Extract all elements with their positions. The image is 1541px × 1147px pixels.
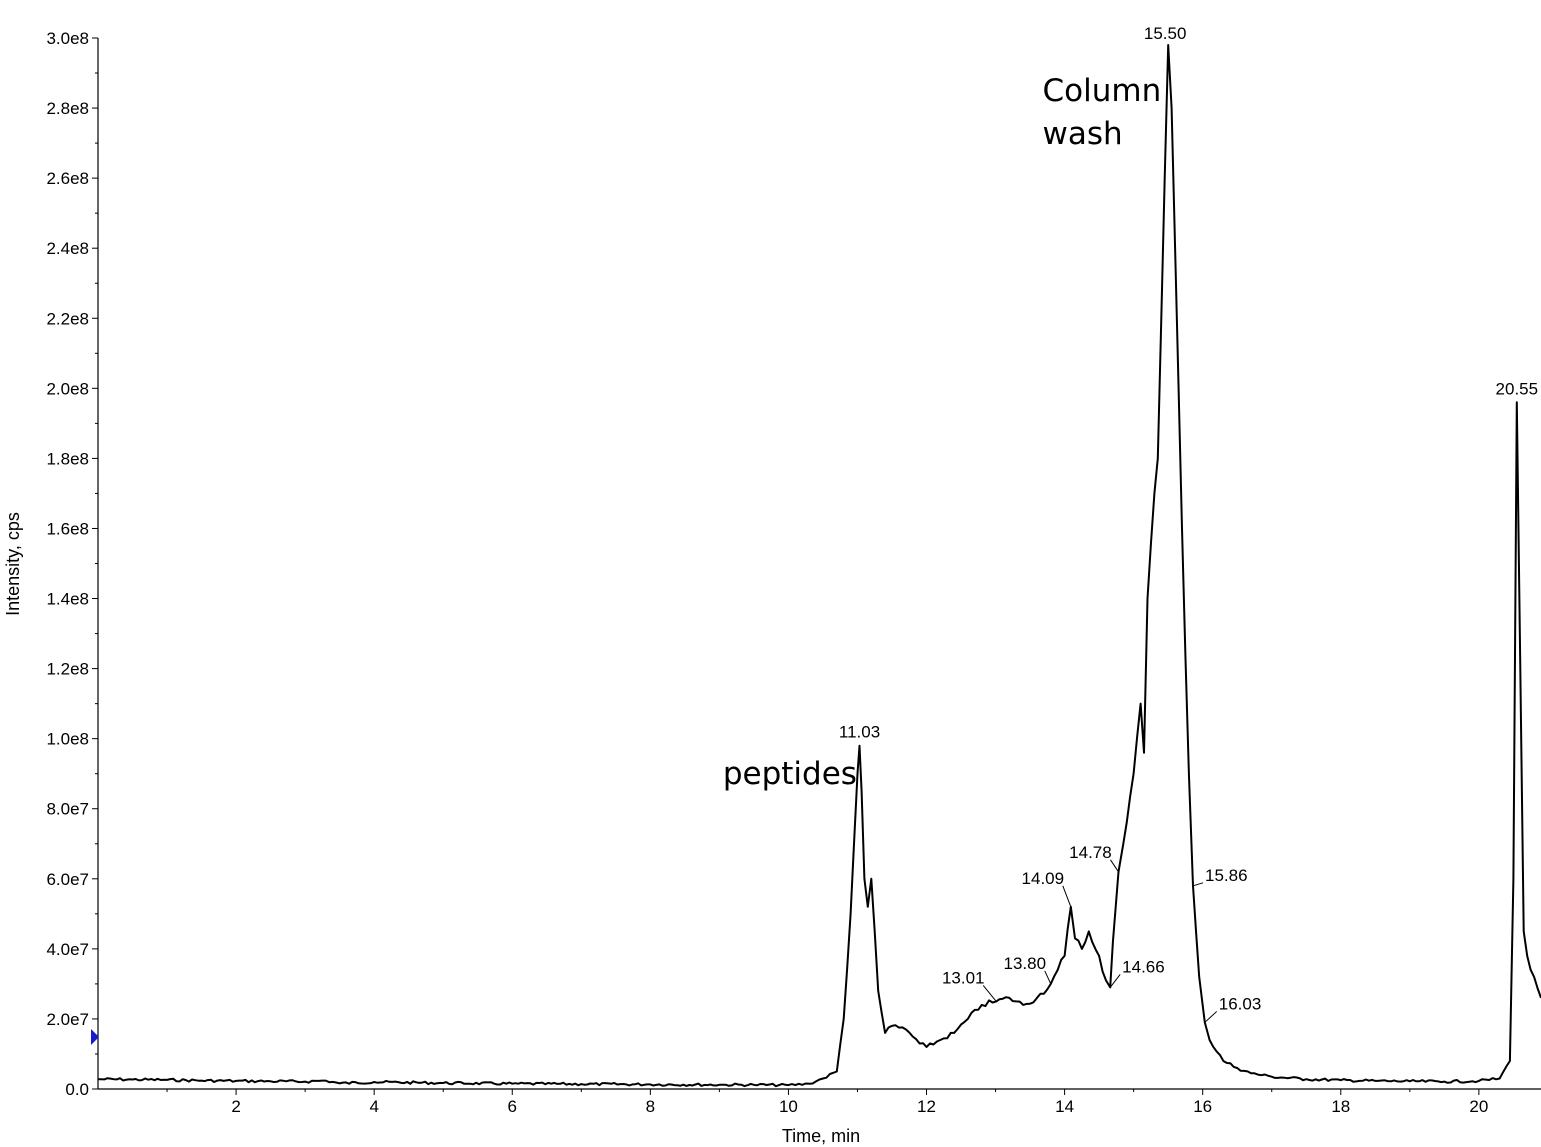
- x-tick-label-3: 8: [646, 1097, 655, 1116]
- annotations: Column wash peptides: [723, 73, 1161, 792]
- y-tick-label-13: 2.6e8: [46, 169, 89, 188]
- peak-label-9: 20.55: [1496, 379, 1539, 398]
- y-axis-title: Intensity, cps: [3, 512, 23, 616]
- peak-leader-5: [1110, 859, 1119, 873]
- peak-label-1: 13.01: [942, 968, 985, 987]
- peak-label-6: 15.50: [1144, 24, 1187, 43]
- x-tick-label-2: 6: [508, 1097, 517, 1116]
- peak-label-5: 14.78: [1069, 843, 1112, 862]
- annotation-0-line-1: wash: [1043, 116, 1123, 152]
- x-tick-label-7: 16: [1193, 1097, 1212, 1116]
- marker-triangle-icon: [91, 1029, 99, 1045]
- x-tick-label-5: 12: [917, 1097, 936, 1116]
- y-tick-label-10: 2.0e8: [46, 379, 89, 398]
- y-tick-label-3: 6.0e7: [46, 870, 89, 889]
- peak-leader-2: [1044, 970, 1052, 985]
- y-tick-label-5: 1.0e8: [46, 730, 89, 749]
- y-tick-label-14: 2.8e8: [46, 99, 89, 118]
- y-tick-label-9: 1.8e8: [46, 449, 89, 468]
- y-tick-label-4: 8.0e7: [46, 800, 89, 819]
- x-tick-label-9: 20: [1469, 1097, 1488, 1116]
- peak-leader-8: [1204, 1011, 1218, 1023]
- y-tick-label-11: 2.2e8: [46, 309, 89, 328]
- peak-leader-4: [1109, 974, 1121, 988]
- y-tick-label-12: 2.4e8: [46, 239, 89, 258]
- series-line: [98, 44, 1541, 1088]
- y-tick-label-2: 4.0e7: [46, 940, 89, 959]
- peak-leader-3: [1062, 885, 1072, 908]
- y-tick-label-7: 1.4e8: [46, 590, 89, 609]
- peak-leader-7: [1192, 882, 1204, 887]
- x-ticks: 2 4 6 8 10 12 14 16 18 20: [166, 1089, 1488, 1116]
- y-tick-label-1: 2.0e7: [46, 1010, 89, 1029]
- x-tick-label-1: 4: [369, 1097, 378, 1116]
- x-tick-label-8: 18: [1331, 1097, 1350, 1116]
- y-tick-label-6: 1.2e8: [46, 660, 89, 679]
- annotation-0-line-0: Column: [1043, 73, 1162, 109]
- x-tick-label-4: 10: [779, 1097, 798, 1116]
- y-tick-label-0: 0.0: [65, 1080, 89, 1099]
- peak-label-7: 15.86: [1205, 866, 1248, 885]
- peak-label-2: 13.80: [1004, 954, 1047, 973]
- annotation-1-line-0: peptides: [723, 756, 857, 792]
- peak-label-0: 11.03: [839, 723, 880, 742]
- peak-label-4: 14.66: [1122, 957, 1165, 976]
- peak-labels: 11.03 13.01 13.80 14.09 14.66 14.78 15.50 15.86…: [839, 24, 1539, 1023]
- x-tick-label-0: 2: [231, 1097, 240, 1116]
- y-tick-label-15: 3.0e8: [46, 29, 89, 48]
- y-ticks: 0.0 2.0e7 4.0e7 6.0e7 8.0e7 1.0e8 1.2e8 1.4e8 1.…: [46, 29, 98, 1099]
- x-tick-label-6: 14: [1055, 1097, 1074, 1116]
- axes: [97, 38, 1541, 1090]
- peak-label-3: 14.09: [1022, 869, 1065, 888]
- peak-label-8: 16.03: [1219, 994, 1262, 1013]
- y-tick-label-8: 1.6e8: [46, 519, 89, 538]
- x-axis-title: Time, min: [782, 1126, 860, 1146]
- peak-leader-1: [982, 985, 997, 1002]
